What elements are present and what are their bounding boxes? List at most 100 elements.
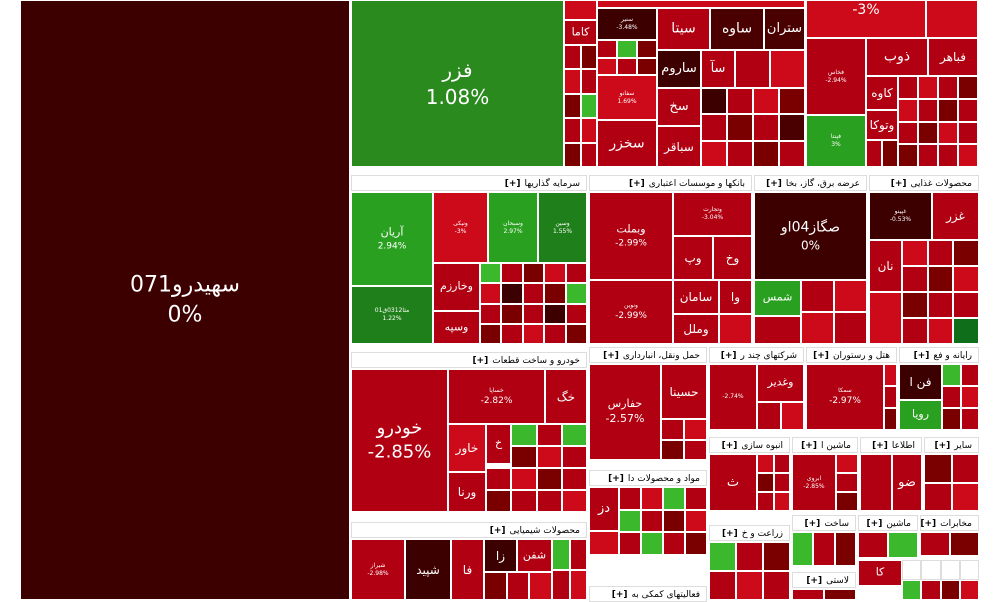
expand-icon[interactable]: [+]: [913, 351, 930, 361]
expand-icon[interactable]: [+]: [504, 179, 521, 189]
expand-icon[interactable]: [+]: [603, 351, 619, 361]
tile-vbmellat[interactable]: وبملت -2.99%: [589, 192, 673, 280]
tile-vghadir-small[interactable]: -2.74%: [709, 364, 757, 430]
tile-so[interactable]: ضو: [892, 454, 922, 511]
expand-icon[interactable]: [+]: [720, 351, 737, 361]
expand-icon[interactable]: [+]: [806, 576, 823, 586]
tile-bank-small[interactable]: [719, 314, 752, 344]
tile-vghadir[interactable]: وغدیر: [757, 364, 804, 402]
group-header-khodro[interactable]: خودرو و ساخت قطعات[+]: [351, 352, 587, 368]
tile-hsina[interactable]: حسینا: [661, 364, 707, 419]
tile-ka[interactable]: کا: [858, 560, 902, 586]
expand-icon[interactable]: [+]: [608, 474, 624, 484]
group-header-haml[interactable]: حمل ونقل، انبارداری[+]: [589, 347, 707, 363]
tile-faghani[interactable]: فپنتا 3%: [806, 115, 866, 167]
tile-sabaghar[interactable]: سباقر: [657, 126, 701, 167]
expand-icon[interactable]: [+]: [611, 590, 628, 600]
tile-kaveh[interactable]: کاوه: [866, 76, 898, 110]
tile-khsapa[interactable]: خساپا -2.82%: [448, 369, 545, 424]
tile-sakhzar[interactable]: سخزر: [597, 120, 657, 167]
tile-vatoka[interactable]: وتوکا: [866, 110, 898, 140]
expand-icon[interactable]: [+]: [872, 441, 888, 451]
tile-tiny-b[interactable]: سفانو 1.69%: [597, 75, 657, 120]
tile-khodro[interactable]: خودرو -2.85%: [351, 369, 448, 512]
tile-th[interactable]: ث: [709, 454, 757, 511]
group-header-sayer[interactable]: سایر[+]: [924, 437, 979, 453]
tile-saveh[interactable]: ساوه: [710, 8, 764, 50]
tile-vsm[interactable]: وسبحان 2.97%: [488, 192, 538, 263]
tile-fazar[interactable]: فزر 1.08%: [351, 0, 564, 167]
tile-setran[interactable]: ستران: [764, 8, 805, 50]
expand-icon[interactable]: [+]: [766, 179, 782, 189]
group-header-sakht[interactable]: ساخت[+]: [792, 515, 856, 531]
tile-fabahar[interactable]: فباهر: [928, 38, 978, 76]
group-header-rayane[interactable]: رایانه و فع[+]: [899, 347, 979, 363]
group-header-ghazaei[interactable]: محصولات غذایی[+]: [869, 175, 979, 191]
tile-top-strip[interactable]: [597, 0, 805, 8]
expand-icon[interactable]: [+]: [801, 441, 817, 451]
tile-barq-small[interactable]: [754, 316, 801, 344]
tile-shefn[interactable]: شفن: [517, 539, 552, 572]
tile-matin[interactable]: مثا0312ق01 1.22%: [351, 286, 433, 344]
tile-ghpino[interactable]: غپینو -0.53%: [869, 192, 932, 240]
group-header-etelaat[interactable]: اطلاعا[+]: [860, 437, 922, 453]
tile-shiraz[interactable]: شیراز -2.98%: [351, 539, 405, 600]
tile-sahidro071[interactable]: سهیدرو071 0%: [20, 0, 350, 600]
tile-top-right[interactable]: [926, 0, 978, 38]
tile-roya[interactable]: رویا: [899, 400, 942, 430]
expand-icon[interactable]: [+]: [866, 519, 883, 529]
tile-vtejarat[interactable]: وتجارت -3.04%: [673, 192, 752, 236]
expand-icon[interactable]: [+]: [934, 441, 951, 451]
tile-varna[interactable]: ورنا: [448, 472, 486, 512]
expand-icon[interactable]: [+]: [890, 179, 907, 189]
tile-khag[interactable]: خگ: [545, 369, 587, 424]
group-header-zeraat[interactable]: زراعت و خ[+]: [709, 525, 790, 541]
tile-fakhoz[interactable]: فخاس -2.94%: [806, 38, 866, 115]
tile-fa[interactable]: فا: [451, 539, 484, 600]
expand-icon[interactable]: [+]: [721, 441, 738, 451]
tile-vo[interactable]: وا: [719, 280, 752, 314]
tile-kh[interactable]: خ: [486, 424, 511, 464]
tile-etelaat-big[interactable]: [860, 454, 892, 511]
tile-sgaz[interactable]: صگاز04او 0%: [754, 192, 867, 280]
expand-icon[interactable]: [+]: [813, 351, 829, 361]
tile-za[interactable]: زا: [484, 539, 517, 572]
expand-icon[interactable]: [+]: [472, 356, 489, 366]
group-header-anbooh[interactable]: انبوه سازی[+]: [709, 437, 790, 453]
tile-shams[interactable]: شمس: [754, 280, 801, 316]
tile-vop[interactable]: وپ: [673, 236, 713, 280]
tile-zob[interactable]: ذوب: [866, 38, 928, 76]
tile-fanaf[interactable]: فن ا: [899, 364, 942, 400]
expand-icon[interactable]: [+]: [804, 519, 821, 529]
tile-ghaza-small[interactable]: [869, 292, 902, 344]
group-header-mashin[interactable]: ماشین[+]: [858, 515, 918, 531]
expand-icon[interactable]: [+]: [721, 529, 738, 539]
group-header-mashin-a[interactable]: ماشین ا[+]: [792, 437, 858, 453]
tile-vokh[interactable]: وخ: [713, 236, 752, 280]
group-header-hotel[interactable]: هتل و رستوران[+]: [806, 347, 897, 363]
tile-samka[interactable]: سمکا -2.97%: [806, 364, 884, 430]
tile-nan[interactable]: نان: [869, 240, 902, 292]
tile-vsg[interactable]: وسین 1.55%: [538, 192, 587, 263]
tile-vkharazm[interactable]: وخارزم: [433, 263, 480, 311]
group-header-sarmaye[interactable]: سرمایه گذاریها[+]: [351, 175, 587, 191]
tile-sa[interactable]: سآ: [701, 50, 735, 88]
tile-vsakhat[interactable]: ونیکی -3%: [433, 192, 488, 263]
group-header-chandreshte[interactable]: شرکتهای چند ر[+]: [709, 347, 804, 363]
tile-vseph[interactable]: وسپه: [433, 311, 480, 344]
tile-vmellal[interactable]: وملل: [673, 314, 719, 344]
tile-shpeid[interactable]: شپید: [405, 539, 451, 600]
tile-top-pct[interactable]: -3%: [806, 0, 926, 38]
expand-icon[interactable]: [+]: [920, 519, 937, 529]
group-header-barq[interactable]: عرضه برق، گاز، بخا[+]: [754, 175, 867, 191]
tile-saman[interactable]: سامان: [673, 280, 719, 314]
group-header-mavad[interactable]: مواد و محصولات دا[+]: [589, 470, 707, 486]
expand-icon[interactable]: [+]: [489, 526, 506, 536]
tile-arian[interactable]: آریان 2.94%: [351, 192, 433, 286]
tile-mdz[interactable]: دز: [589, 487, 619, 531]
tile-sakh[interactable]: سخ: [657, 88, 701, 126]
tile-saroom[interactable]: ساروم: [657, 50, 701, 88]
group-header-lastik[interactable]: لاستی[+]: [792, 572, 856, 588]
tile-kama[interactable]: کاما: [564, 20, 597, 45]
tile-ghazar[interactable]: غزر: [932, 192, 979, 240]
